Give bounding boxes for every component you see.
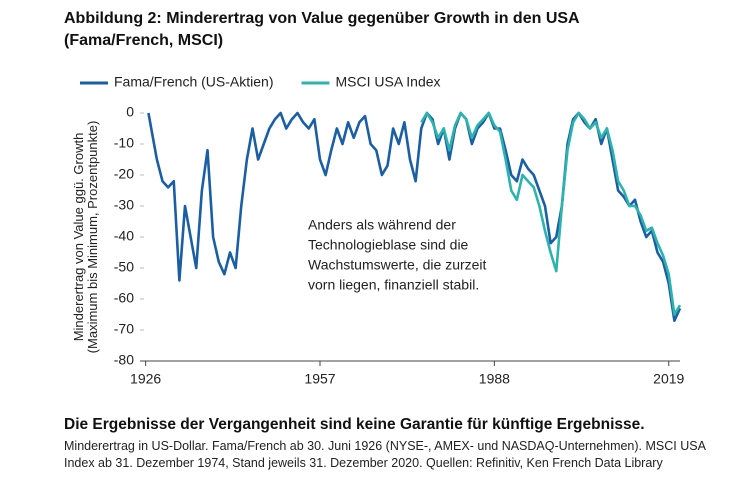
y-tick-label: -50 — [114, 259, 134, 275]
y-tick-label: -10 — [114, 135, 134, 151]
annotation: Technologieblase sind die — [308, 237, 469, 253]
annotation: Wachstumswerte, die zurzeit — [308, 257, 487, 273]
y-axis-label-line: Minderertrag von Value ggü. Growth — [71, 133, 86, 342]
x-tick-label: 2019 — [653, 371, 684, 387]
y-tick-label: -80 — [114, 352, 134, 368]
y-axis-label-line: (Maximum bis Minimum, Prozentpunkte) — [85, 121, 100, 354]
x-tick-label: 1957 — [304, 371, 335, 387]
x-tick-label: 1988 — [479, 371, 510, 387]
x-tick-label: 1926 — [130, 371, 161, 387]
y-tick-label: -70 — [114, 321, 134, 337]
legend-label: Fama/French (US-Aktien) — [114, 74, 273, 90]
y-tick-label: -20 — [114, 166, 134, 182]
chart: Fama/French (US-Aktien) MSCI USA Index 0 -1… — [71, 74, 684, 387]
y-axis-label: Minderertrag von Value ggü. Growth(Maxim… — [71, 121, 100, 354]
footer-heading: Die Ergebnisse der Vergangenheit sind ke… — [64, 416, 645, 433]
legend-label: MSCI USA Index — [335, 74, 440, 90]
footer-note: Minderertrag in US-Dollar. Fama/French a… — [64, 439, 706, 470]
series-line — [420, 111, 682, 316]
y-tick-label: -60 — [114, 290, 134, 306]
y-tick-label: 0 — [126, 104, 134, 120]
chart-title: Abbildung 2: Minderertrag von Value gege… — [64, 10, 579, 49]
annotation: Anders als während der — [308, 217, 456, 233]
y-tick-label: -40 — [114, 228, 134, 244]
annotation: vorn liegen, finanziell stabil. — [308, 277, 479, 293]
y-tick-label: -30 — [114, 197, 134, 213]
